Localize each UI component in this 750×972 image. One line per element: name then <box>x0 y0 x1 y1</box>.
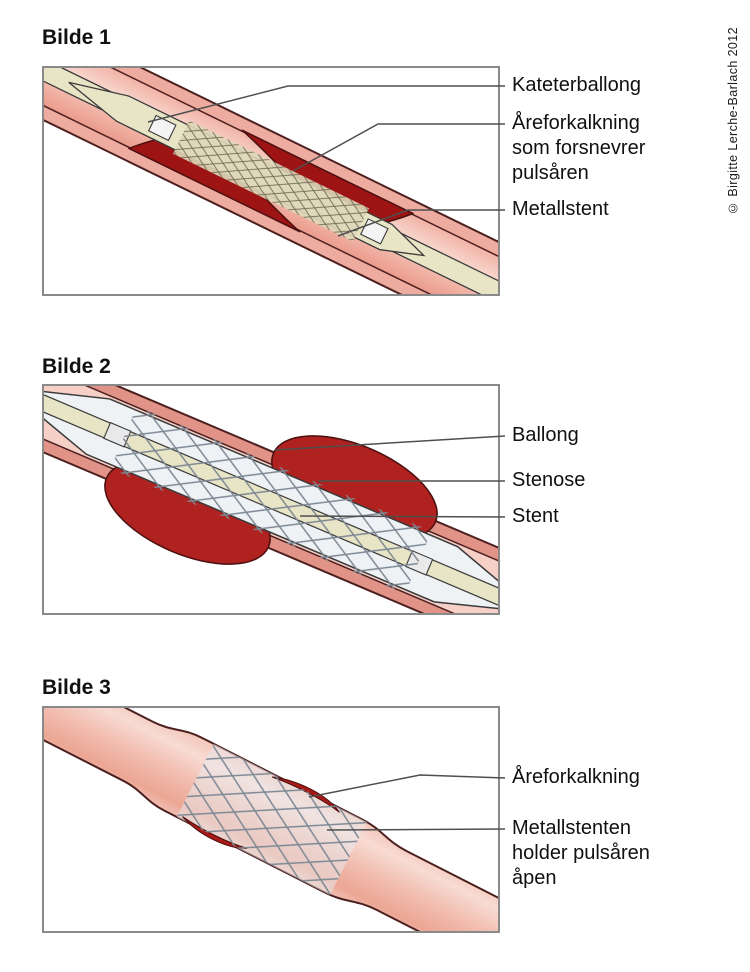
leader-metallstent <box>337 209 505 237</box>
label-metallstent: Metallstent <box>512 198 609 220</box>
label-areforkalkning: Åreforkalkning <box>512 766 640 788</box>
balloon-marker-left <box>147 114 177 142</box>
leader-areforkalkning-3 <box>308 774 506 798</box>
leader-stent <box>299 515 506 518</box>
panel1-illustration <box>44 68 498 294</box>
label-stenose: Stenose <box>512 469 586 491</box>
panel3-title: Bilde 3 <box>42 676 111 699</box>
leader-ballong <box>274 435 506 451</box>
panel3-illustration <box>44 708 498 931</box>
stent-mesh-expanded <box>110 406 432 594</box>
copyright-credit: © Birgitte Lerche-Barlach 2012 <box>726 27 740 215</box>
leader-kateterballong <box>147 85 505 123</box>
label-metallstenten-holder: Metallstenten holder pulsåren åpen <box>512 817 650 889</box>
stent-mesh-open <box>176 743 368 896</box>
leader-metallstenten <box>326 828 506 831</box>
leader-areforkalkning-1 <box>292 123 505 172</box>
stent-mesh-crimped <box>173 120 369 242</box>
label-ballong: Ballong <box>512 424 579 446</box>
label-kateterballong: Kateterballong <box>512 74 641 96</box>
label-stent: Stent <box>512 505 559 527</box>
label-areforkalkning-narrowing: Åreforkalkning som forsnevrer pulsåren <box>512 112 646 184</box>
panel2-title: Bilde 2 <box>42 355 111 378</box>
panel1-title: Bilde 1 <box>42 26 111 49</box>
panel2-illustration <box>44 386 498 613</box>
